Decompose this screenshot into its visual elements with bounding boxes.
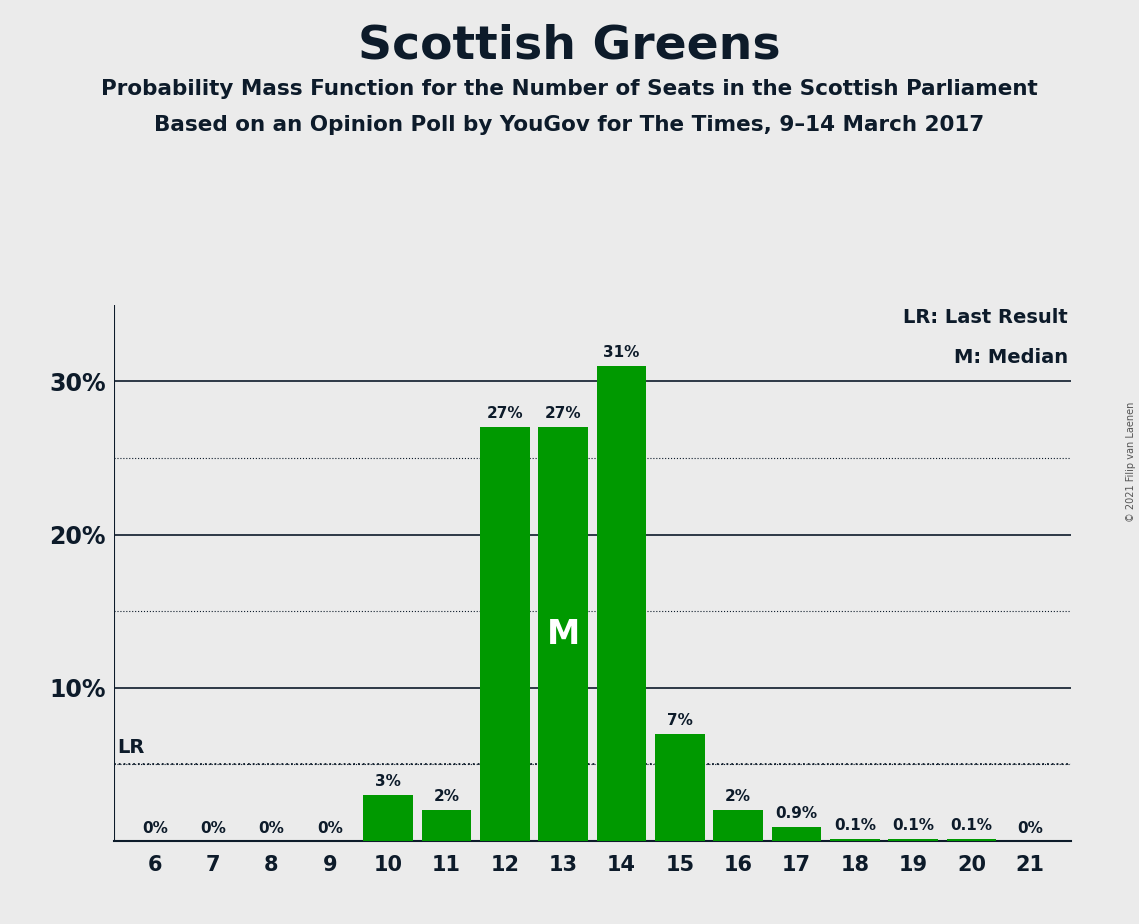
Bar [947, 839, 997, 841]
Text: M: Median: M: Median [953, 347, 1067, 367]
Text: 2%: 2% [726, 789, 751, 804]
Text: LR: Last Result: LR: Last Result [903, 308, 1067, 327]
Bar [539, 428, 588, 841]
Text: © 2021 Filip van Laenen: © 2021 Filip van Laenen [1126, 402, 1136, 522]
Text: LR: LR [117, 737, 145, 757]
Text: 27%: 27% [486, 407, 523, 421]
Text: 31%: 31% [604, 345, 640, 360]
Text: Scottish Greens: Scottish Greens [358, 23, 781, 68]
Text: Probability Mass Function for the Number of Seats in the Scottish Parliament: Probability Mass Function for the Number… [101, 79, 1038, 99]
Text: M: M [547, 617, 580, 650]
Text: 2%: 2% [434, 789, 459, 804]
Bar [713, 810, 763, 841]
Text: 0.1%: 0.1% [950, 818, 992, 833]
Text: 0.9%: 0.9% [776, 806, 818, 821]
Text: 0%: 0% [200, 821, 226, 836]
Bar [480, 428, 530, 841]
Text: 0%: 0% [317, 821, 343, 836]
Bar [830, 839, 879, 841]
Text: 0.1%: 0.1% [892, 818, 934, 833]
Text: 0.1%: 0.1% [834, 818, 876, 833]
Bar [421, 810, 472, 841]
Text: 27%: 27% [544, 407, 581, 421]
Text: 7%: 7% [666, 712, 693, 727]
Text: 3%: 3% [375, 773, 401, 789]
Bar [771, 827, 821, 841]
Text: 0%: 0% [259, 821, 285, 836]
Bar [597, 366, 646, 841]
Bar [888, 839, 937, 841]
Text: Based on an Opinion Poll by YouGov for The Times, 9–14 March 2017: Based on an Opinion Poll by YouGov for T… [155, 115, 984, 135]
Text: 0%: 0% [141, 821, 167, 836]
Bar [655, 734, 705, 841]
Bar [363, 795, 412, 841]
Text: 0%: 0% [1017, 821, 1043, 836]
